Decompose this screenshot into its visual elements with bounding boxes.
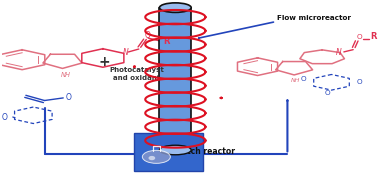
Text: R: R <box>370 32 377 41</box>
Bar <box>134 133 203 171</box>
Ellipse shape <box>149 156 155 160</box>
Ellipse shape <box>143 150 170 163</box>
Text: O: O <box>325 90 331 96</box>
Text: Flow microreactor: Flow microreactor <box>277 15 351 21</box>
Text: +: + <box>99 55 110 69</box>
Bar <box>160 8 191 150</box>
Text: NH: NH <box>60 72 70 78</box>
Text: NH: NH <box>291 78 301 83</box>
Text: N: N <box>336 48 342 57</box>
Text: O: O <box>1 113 7 121</box>
Ellipse shape <box>160 145 191 155</box>
Text: O: O <box>65 93 71 101</box>
Text: O: O <box>356 79 362 85</box>
Text: O: O <box>301 76 307 82</box>
Text: O: O <box>356 34 362 40</box>
Text: N: N <box>123 48 129 57</box>
Text: Photocatalyst
and oxidant: Photocatalyst and oxidant <box>109 68 164 82</box>
Text: O: O <box>144 31 150 40</box>
Ellipse shape <box>160 3 191 12</box>
Text: R: R <box>164 37 170 46</box>
Text: Batch reactor: Batch reactor <box>176 147 235 156</box>
